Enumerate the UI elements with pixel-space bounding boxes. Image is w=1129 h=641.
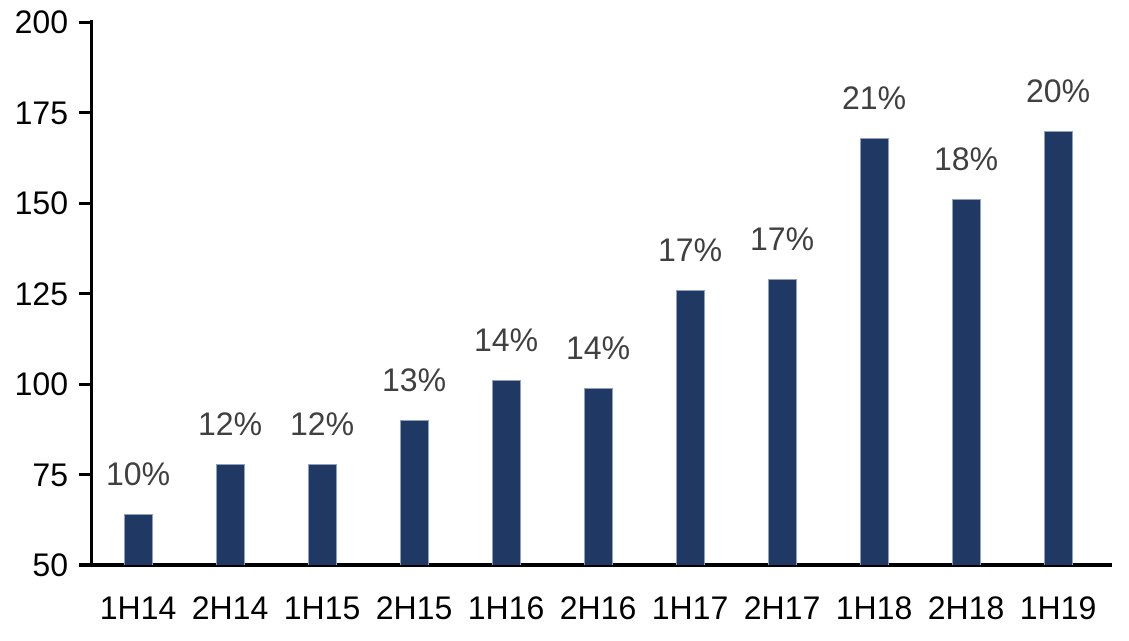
y-axis-tick-label: 50	[32, 547, 68, 583]
bar-data-label: 13%	[381, 362, 447, 399]
y-axis-tick-label: 175	[14, 94, 68, 131]
x-axis-line	[79, 563, 1112, 567]
bar-data-label: 17%	[657, 231, 723, 268]
y-axis-tick	[79, 201, 91, 205]
y-axis-tick-label: 150	[14, 185, 68, 221]
x-axis-category-label: 2H16	[559, 590, 637, 626]
bar	[675, 289, 705, 565]
bar-data-label: 14%	[565, 329, 631, 366]
y-axis-tick	[79, 20, 91, 24]
y-axis-tick-label: 75	[32, 456, 68, 493]
bar	[951, 199, 981, 565]
bar	[767, 279, 797, 565]
bar	[1043, 130, 1073, 565]
y-axis-tick	[79, 292, 91, 295]
y-axis-tick	[79, 111, 91, 114]
y-axis-line	[90, 20, 93, 567]
x-axis-category-label: 2H17	[743, 590, 821, 626]
bar-data-label: 17%	[749, 221, 815, 258]
y-axis-tick	[79, 473, 91, 476]
y-axis-tick	[79, 563, 91, 567]
x-axis-category-label: 1H15	[283, 590, 361, 626]
y-axis-tick-label: 100	[14, 366, 68, 402]
bar	[215, 463, 245, 565]
x-axis-category-label: 2H15	[375, 590, 453, 626]
bar	[123, 514, 153, 565]
bar-data-label: 12%	[289, 405, 355, 442]
bar	[399, 420, 429, 565]
x-axis-category-label: 1H16	[467, 590, 545, 626]
y-axis-tick-label: 200	[14, 4, 68, 40]
x-axis-category-label: 1H14	[99, 590, 177, 626]
y-axis-tick	[79, 382, 91, 386]
x-axis-category-label: 2H18	[927, 590, 1005, 626]
bar-data-label: 10%	[105, 456, 171, 493]
bar	[307, 463, 337, 565]
bar-data-label: 14%	[473, 322, 539, 359]
x-axis-category-label: 2H14	[191, 590, 269, 626]
bar	[583, 387, 613, 565]
x-axis-category-label: 1H18	[835, 590, 913, 626]
x-axis-category-label: 1H17	[651, 590, 729, 626]
bar	[859, 137, 889, 565]
bar-data-label: 18%	[933, 141, 999, 178]
bar-data-label: 12%	[197, 405, 263, 442]
bar-data-label: 21%	[841, 79, 907, 116]
x-axis-category-label: 1H19	[1019, 590, 1097, 626]
bar	[491, 380, 521, 565]
y-axis-tick-label: 125	[14, 275, 68, 312]
bar-data-label: 20%	[1025, 72, 1091, 109]
